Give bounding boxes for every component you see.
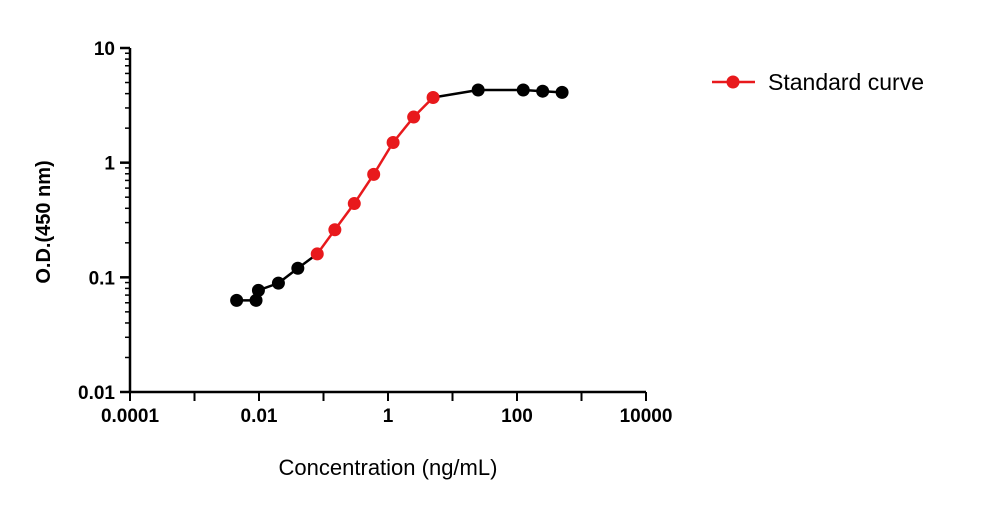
legend: Standard curve xyxy=(712,69,924,95)
x-tick-label: 0.0001 xyxy=(101,406,160,427)
data-point xyxy=(230,293,244,307)
y-tick-label: 10 xyxy=(94,39,115,60)
y-tick-label: 0.1 xyxy=(89,268,116,289)
data-point xyxy=(251,283,265,297)
data-point xyxy=(407,110,421,124)
data-point xyxy=(249,293,263,307)
legend-label: Standard curve xyxy=(768,69,924,95)
data-point xyxy=(555,85,569,99)
x-axis-title: Concentration (ng/mL) xyxy=(279,455,498,480)
data-point xyxy=(536,84,550,98)
x-tick-label: 10000 xyxy=(620,406,673,427)
data-point xyxy=(310,247,324,261)
data-point xyxy=(347,197,361,211)
y-tick-label: 0.01 xyxy=(78,383,115,404)
legend-marker xyxy=(726,75,740,89)
y-tick-label: 1 xyxy=(104,154,115,175)
series-segment xyxy=(432,88,479,99)
data-point xyxy=(271,276,285,290)
x-tick-label: 1 xyxy=(383,406,394,427)
x-tick-label: 0.01 xyxy=(241,406,278,427)
data-point xyxy=(516,83,530,97)
y-axis-title: O.D.(450 nm) xyxy=(33,160,55,283)
x-tick-label: 100 xyxy=(501,406,533,427)
data-point xyxy=(471,83,485,97)
series-layer xyxy=(230,83,569,307)
data-point xyxy=(386,135,400,149)
data-point xyxy=(426,91,440,105)
data-point xyxy=(367,167,381,181)
data-point xyxy=(328,223,342,237)
data-point xyxy=(291,261,305,275)
